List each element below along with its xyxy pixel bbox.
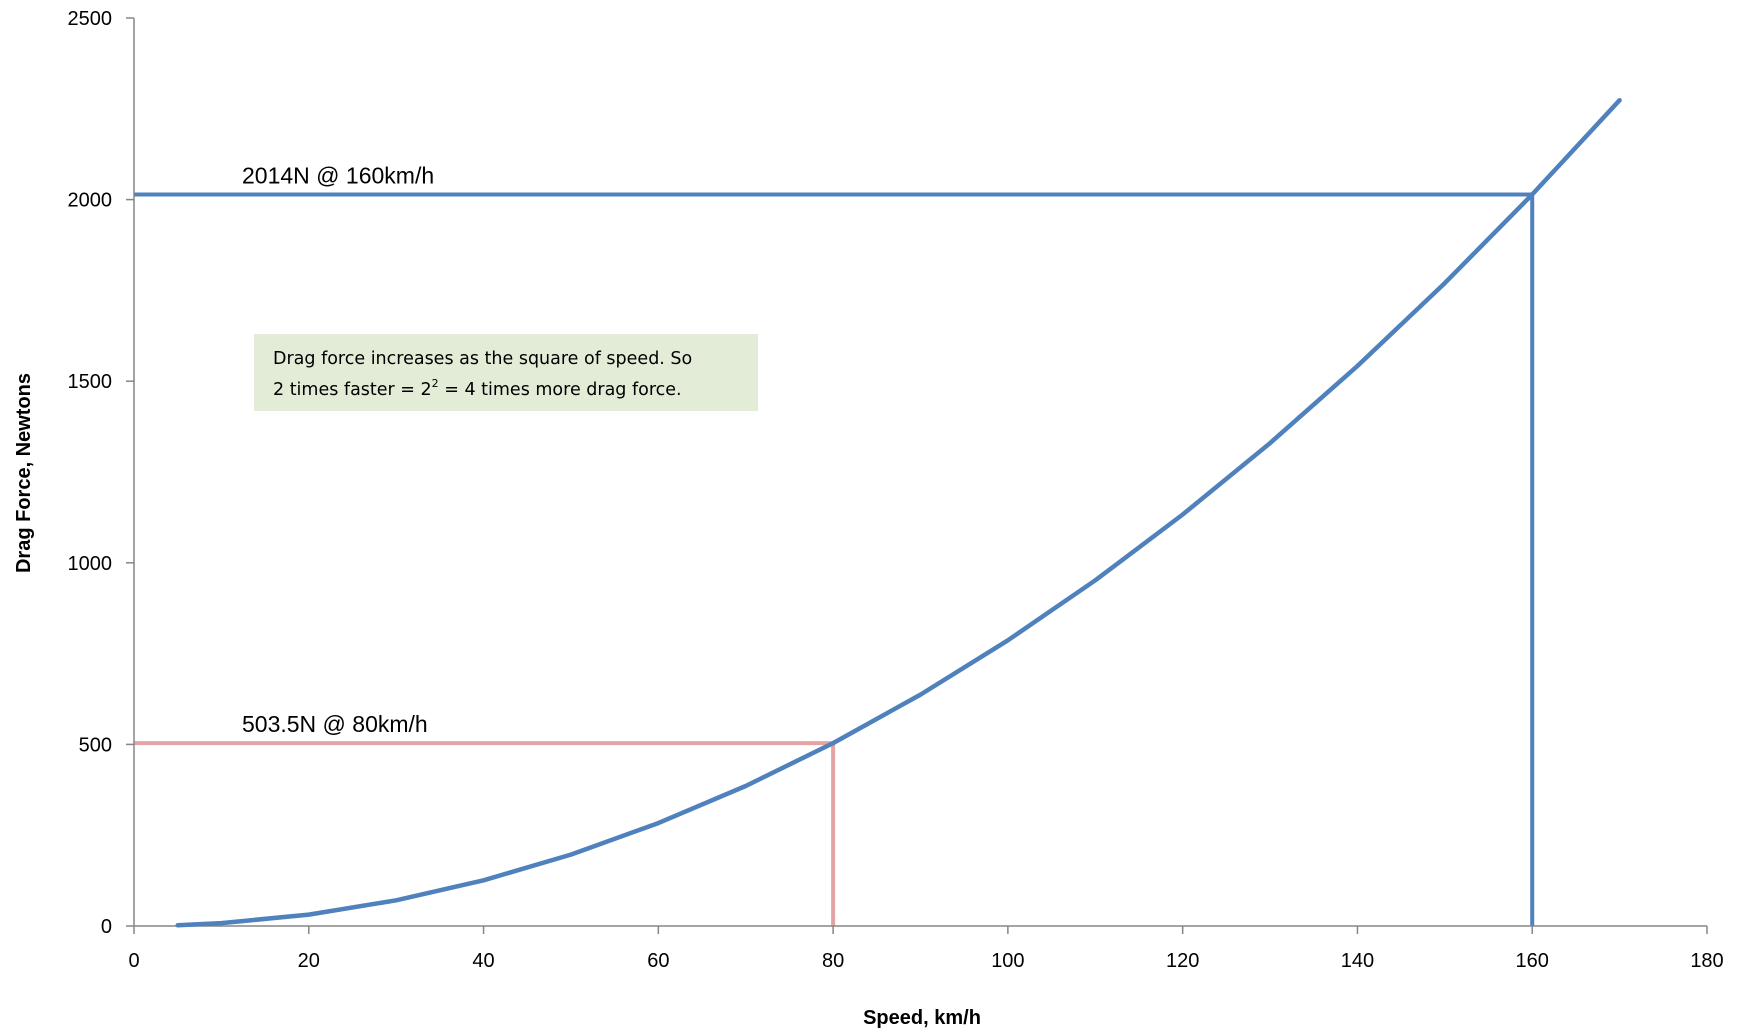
annotation-line-2-end: = 4 times more drag force.	[439, 380, 682, 400]
y-tick-label: 2000	[68, 190, 113, 212]
x-tick-label: 100	[991, 950, 1024, 972]
y-tick-label: 1000	[68, 553, 113, 575]
x-tick-label: 180	[1690, 950, 1723, 972]
x-tick-label: 0	[128, 950, 139, 972]
annotation-superscript: 2	[432, 377, 439, 390]
annotation-box: Drag force increases as the square of sp…	[254, 334, 758, 411]
y-tick-label: 2500	[68, 8, 113, 30]
tick-labels: 0 20 40 60 80 100 120 140 160 180 0 500 1000 1500 2000…	[68, 8, 1724, 972]
x-tick-label: 160	[1516, 950, 1549, 972]
x-tick-label: 60	[647, 950, 669, 972]
annotation-background	[254, 334, 758, 411]
y-tick-label: 500	[79, 734, 112, 756]
annotation-line-1: Drag force increases as the square of sp…	[273, 349, 692, 369]
axes	[133, 18, 1707, 927]
y-tick-label: 0	[101, 916, 112, 938]
annotation-line-2: 2 times faster = 22 = 4 times more drag …	[273, 377, 682, 400]
x-tick-label: 140	[1341, 950, 1374, 972]
x-tick-label: 80	[822, 950, 844, 972]
annotation-line-2-start: 2 times faster = 2	[273, 380, 432, 400]
x-tick-label: 120	[1166, 950, 1199, 972]
y-tick-label: 1500	[68, 371, 113, 393]
x-axis-title: Speed, km/h	[863, 1007, 981, 1029]
drag-force-series-line	[175, 97, 1622, 928]
reference-lines	[134, 192, 1535, 926]
reference-labels: 2014N @ 160km/h 503.5N @ 80km/h	[242, 163, 434, 738]
x-tick-label: 40	[472, 950, 494, 972]
y-axis-title: Drag Force, Newtons	[13, 373, 35, 573]
series-group	[175, 97, 1622, 928]
tick-marks	[126, 17, 1708, 934]
reference-label: 503.5N @ 80km/h	[242, 711, 428, 737]
x-tick-label: 20	[298, 950, 320, 972]
reference-label: 2014N @ 160km/h	[242, 163, 434, 189]
